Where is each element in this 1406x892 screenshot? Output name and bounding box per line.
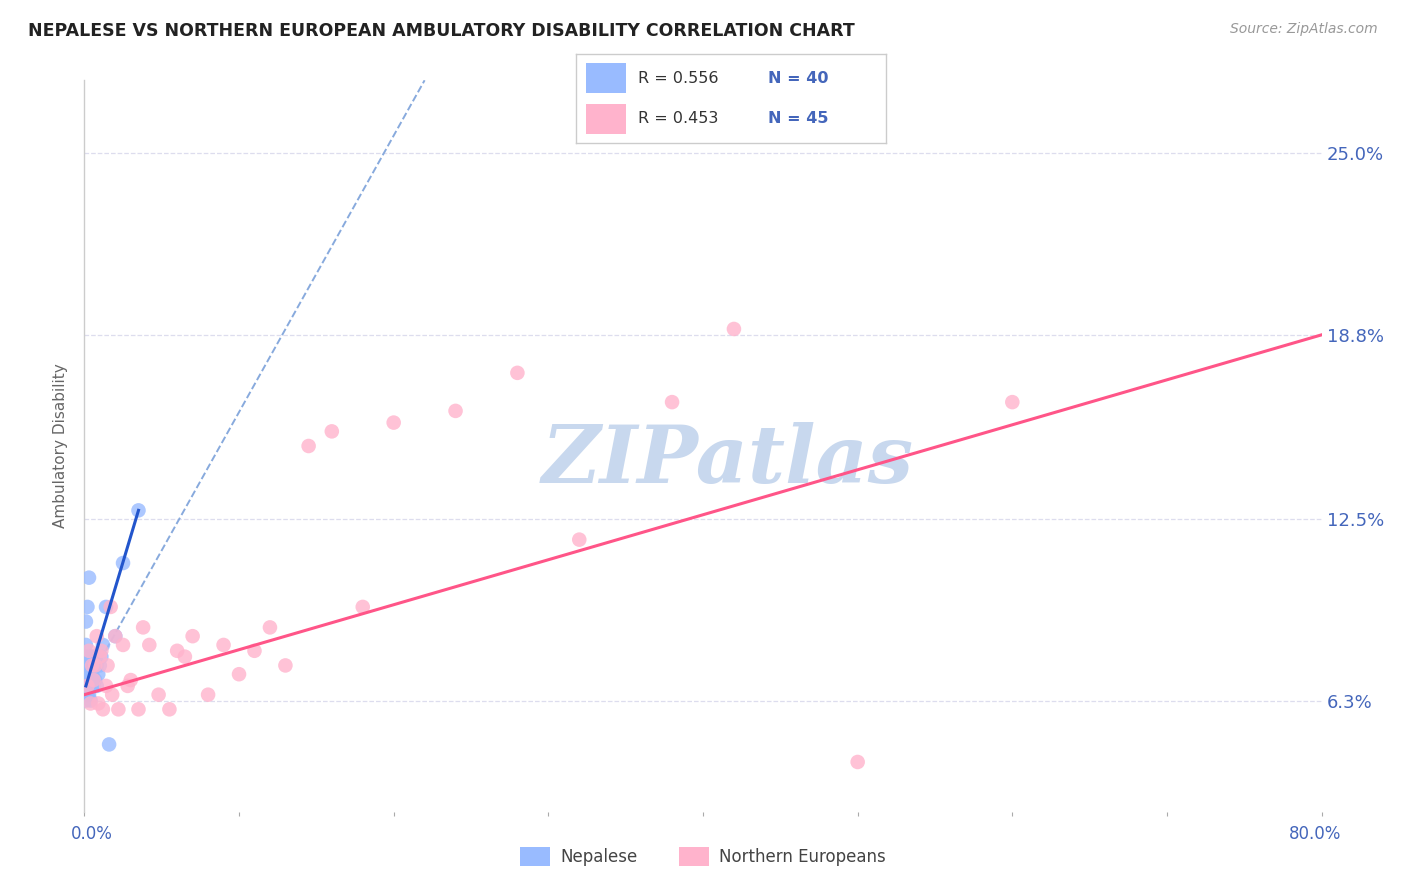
Point (83, 658, 105, 673)
Point (79, 649, 101, 664)
Point (76, 658, 98, 673)
Point (120, 673, 142, 687)
Point (444, 404, 467, 418)
Point (77, 667, 100, 681)
Point (77, 644, 100, 658)
Text: N = 45: N = 45 (768, 111, 828, 126)
Point (79, 693, 101, 707)
Point (197, 688, 219, 702)
Point (86, 658, 108, 673)
Point (382, 416, 405, 430)
Point (79, 667, 101, 681)
Point (87, 697, 110, 711)
Point (321, 425, 343, 439)
Point (128, 702, 150, 716)
Point (77, 658, 100, 673)
Point (148, 688, 170, 702)
Point (568, 533, 591, 547)
Point (174, 649, 197, 664)
Point (128, 503, 150, 517)
Point (104, 629, 127, 643)
Point (77, 688, 100, 702)
Point (181, 629, 204, 643)
Text: R = 0.556: R = 0.556 (638, 70, 718, 86)
Point (107, 702, 129, 716)
Point (82, 667, 104, 681)
Point (723, 322, 745, 336)
Point (104, 629, 127, 643)
Point (75, 615, 97, 629)
Text: Source: ZipAtlas.com: Source: ZipAtlas.com (1230, 22, 1378, 37)
Point (846, 755, 869, 769)
Text: 0.0%: 0.0% (70, 825, 112, 843)
Text: 80.0%: 80.0% (1288, 825, 1341, 843)
Point (661, 395, 683, 409)
Point (79, 679, 101, 693)
Point (90, 649, 112, 664)
Point (75, 638, 97, 652)
Point (89, 658, 111, 673)
Point (76, 673, 98, 687)
Text: R = 0.453: R = 0.453 (638, 111, 718, 126)
Point (91, 702, 114, 716)
Point (166, 644, 188, 658)
Point (79, 697, 101, 711)
Point (352, 599, 374, 614)
FancyBboxPatch shape (586, 104, 626, 134)
Point (82, 679, 104, 693)
Point (76, 688, 98, 702)
Point (112, 556, 135, 570)
Point (89, 649, 111, 664)
Point (212, 638, 235, 652)
Point (82, 658, 104, 673)
Point (82, 649, 104, 664)
Point (77, 571, 100, 585)
Point (1001, 395, 1024, 409)
Point (86, 629, 108, 643)
Point (76, 599, 98, 614)
Point (98, 738, 121, 752)
Point (94, 599, 117, 614)
Legend: Nepalese, Northern Europeans: Nepalese, Northern Europeans (513, 840, 893, 873)
Point (87, 667, 110, 681)
Point (112, 638, 135, 652)
Point (84, 649, 107, 664)
Point (228, 667, 250, 681)
Point (83, 679, 105, 693)
Point (75, 679, 97, 693)
Point (75, 693, 97, 707)
Point (506, 366, 529, 380)
Point (86, 679, 108, 693)
Point (100, 599, 122, 614)
Point (159, 702, 181, 716)
Point (132, 620, 155, 634)
Point (117, 679, 139, 693)
Point (75, 667, 97, 681)
Text: ZIPatlas: ZIPatlas (541, 422, 914, 500)
Point (101, 688, 124, 702)
Text: N = 40: N = 40 (768, 70, 828, 86)
Point (84, 658, 107, 673)
Point (75, 658, 97, 673)
Point (243, 644, 266, 658)
Point (97, 658, 120, 673)
Point (259, 620, 281, 634)
Point (298, 439, 321, 453)
Point (274, 658, 297, 673)
Point (138, 638, 160, 652)
Text: NEPALESE VS NORTHERN EUROPEAN AMBULATORY DISABILITY CORRELATION CHART: NEPALESE VS NORTHERN EUROPEAN AMBULATORY… (28, 22, 855, 40)
Point (76, 667, 98, 681)
Point (90, 644, 112, 658)
Point (91, 638, 114, 652)
Y-axis label: Ambulatory Disability: Ambulatory Disability (53, 364, 69, 528)
Point (77, 679, 100, 693)
Point (94, 679, 117, 693)
FancyBboxPatch shape (586, 63, 626, 93)
Point (84, 673, 107, 687)
Point (76, 679, 98, 693)
Point (75, 649, 97, 664)
Point (76, 679, 98, 693)
Point (83, 673, 105, 687)
